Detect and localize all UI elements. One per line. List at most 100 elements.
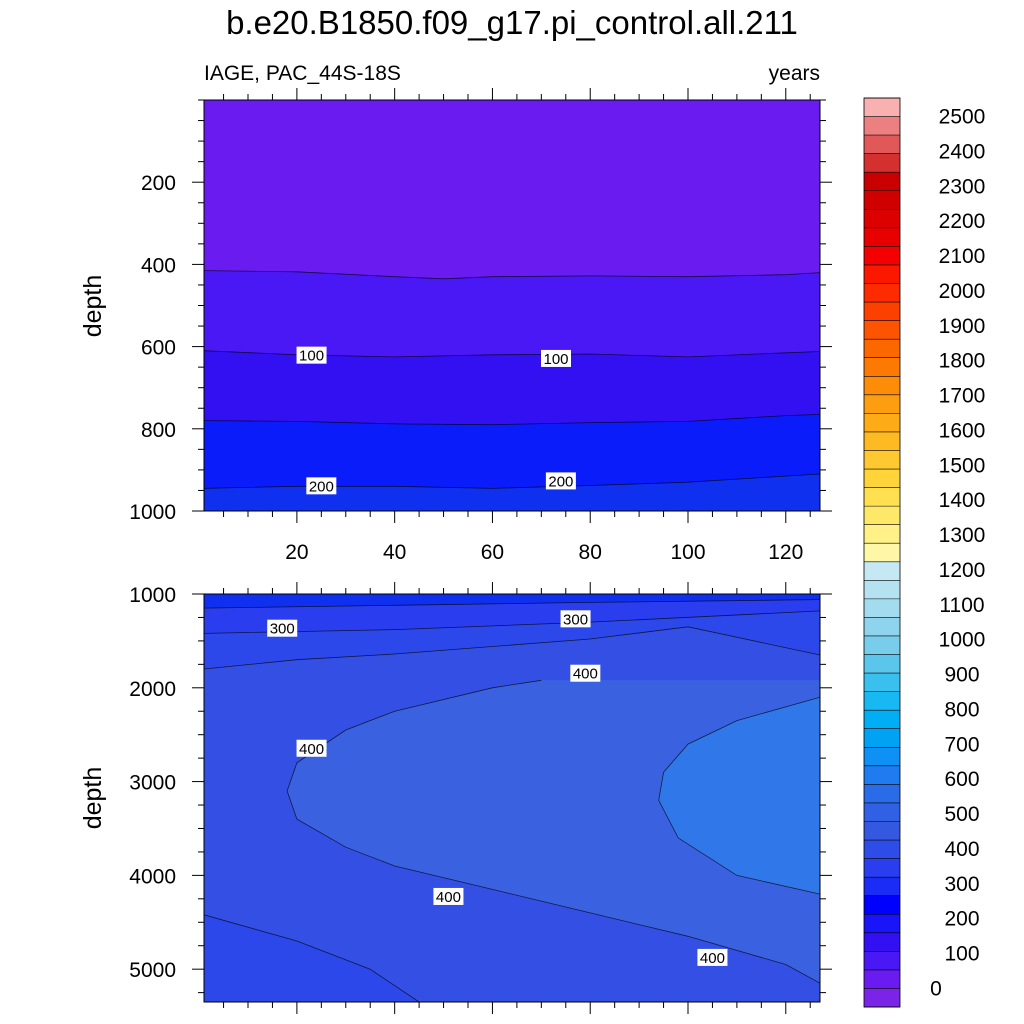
contour-line bbox=[204, 610, 820, 634]
contour-label: 200 bbox=[545, 472, 576, 490]
lower-contour-fills bbox=[204, 594, 820, 1002]
colorbar-segment bbox=[864, 524, 900, 544]
contour-label-text: 400 bbox=[573, 666, 598, 683]
colorbar-label: 2100 bbox=[939, 245, 986, 268]
colorbar-label: 1100 bbox=[939, 594, 984, 617]
colorbar-segment bbox=[864, 765, 900, 785]
upper-panel: 100 100 200 200 20 40 60 80 100 120 200 400 600 800 10… bbox=[129, 88, 832, 564]
colorbar-label: 1400 bbox=[939, 489, 986, 512]
y-tick-label: 400 bbox=[141, 254, 176, 277]
colorbar-segment bbox=[864, 673, 900, 692]
contour-label: 300 bbox=[267, 619, 298, 638]
contour-label-text: 100 bbox=[299, 348, 324, 365]
colorbar-segment bbox=[864, 932, 900, 952]
colorbar-segment bbox=[864, 172, 900, 192]
contour-label-box bbox=[570, 664, 601, 682]
x-tick-label: 80 bbox=[579, 541, 602, 564]
x-tick-label: 40 bbox=[383, 541, 406, 564]
colorbar-frame bbox=[863, 97, 901, 1008]
contour-label-text: 200 bbox=[548, 473, 573, 490]
colorbar-segment bbox=[864, 209, 900, 229]
colorbar-segment bbox=[864, 914, 900, 934]
contour-label-text: 200 bbox=[309, 478, 334, 495]
colorbar-segment bbox=[864, 339, 900, 359]
colorbar-segment bbox=[864, 840, 900, 859]
contour-label-box bbox=[697, 948, 728, 966]
contour-line bbox=[204, 414, 820, 426]
colorbar-segment bbox=[864, 598, 900, 618]
colorbar-segment bbox=[864, 561, 900, 581]
y-tick-label: 800 bbox=[141, 419, 176, 442]
colorbar-label: 1300 bbox=[939, 524, 986, 547]
contour-label-text: 300 bbox=[563, 611, 588, 628]
band-300-350-deep bbox=[204, 914, 420, 1002]
colorbar-segment bbox=[864, 635, 900, 655]
contour-label-text: 100 bbox=[543, 351, 568, 368]
contour-label-text: 400 bbox=[436, 889, 461, 906]
colorbar-segment bbox=[864, 246, 900, 266]
colorbar-segment bbox=[864, 357, 900, 377]
colorbar-segment bbox=[864, 969, 900, 989]
colorbar-label: 2300 bbox=[939, 175, 986, 198]
colorbar-segment bbox=[864, 988, 900, 1008]
colorbar-segment bbox=[864, 895, 900, 915]
colorbar-label: 700 bbox=[944, 733, 979, 756]
contour-line bbox=[286, 679, 820, 984]
colorbar-segment bbox=[864, 877, 900, 896]
contour-label-box bbox=[296, 739, 327, 757]
contour-label: 400 bbox=[296, 739, 327, 758]
colorbar-segment bbox=[864, 821, 900, 841]
colorbar-segment bbox=[864, 691, 900, 711]
colorbar-segment bbox=[864, 450, 900, 470]
contour-label: 300 bbox=[560, 610, 591, 628]
colorbar-segment bbox=[864, 264, 900, 284]
contour-label-text: 400 bbox=[700, 950, 725, 967]
colorbar-segment bbox=[864, 98, 900, 117]
colorbar-label: 2000 bbox=[939, 280, 986, 303]
colorbar-segment bbox=[864, 283, 900, 303]
colorbar-label: 400 bbox=[944, 838, 979, 861]
x-tick-label: 60 bbox=[481, 541, 504, 564]
contour-label-box bbox=[296, 346, 327, 364]
y-tick-label: 2000 bbox=[129, 678, 176, 701]
colorbar-segment bbox=[864, 802, 900, 822]
contour-line bbox=[658, 696, 820, 895]
y-tick-label: 4000 bbox=[129, 865, 176, 888]
contour-line bbox=[204, 270, 820, 280]
contour-line bbox=[204, 599, 820, 609]
colorbar-segment bbox=[864, 135, 900, 154]
contour-label: 400 bbox=[433, 887, 464, 906]
colorbar-segment bbox=[864, 469, 900, 488]
y-tick-label: 600 bbox=[141, 337, 176, 360]
colorbar-label: 1800 bbox=[939, 350, 986, 373]
contour-label-box bbox=[433, 887, 464, 905]
colorbar-label: 2400 bbox=[939, 140, 986, 163]
band-450-500 bbox=[658, 697, 820, 895]
colorbar-segment bbox=[864, 580, 900, 600]
colorbar-label: 1600 bbox=[939, 419, 986, 442]
colorbar-segment bbox=[864, 320, 900, 340]
colorbar-label: 300 bbox=[944, 873, 979, 896]
x-tick-label: 120 bbox=[768, 541, 803, 564]
colorbar-label: 1500 bbox=[939, 454, 986, 477]
colorbar-label: 1900 bbox=[939, 315, 986, 338]
colorbar-label: 600 bbox=[944, 768, 979, 791]
contour-label-box bbox=[541, 349, 571, 367]
colorbar-label: 1200 bbox=[939, 559, 986, 582]
units-label: years bbox=[768, 62, 820, 85]
contour-label-box bbox=[267, 619, 298, 637]
contour-label: 100 bbox=[541, 349, 571, 368]
y-tick-label: 1000 bbox=[129, 584, 176, 607]
x-tick-label: 20 bbox=[285, 541, 308, 564]
contour-label-box bbox=[545, 472, 576, 490]
contour-label: 200 bbox=[306, 477, 337, 495]
colorbar-label: 0 bbox=[930, 977, 942, 1000]
colorbar-label: 200 bbox=[944, 908, 979, 931]
colorbar-segment bbox=[864, 431, 900, 451]
contour-line bbox=[204, 626, 820, 670]
upper-y-axis-label: depth bbox=[79, 275, 107, 338]
lower-y-axis-label: depth bbox=[79, 767, 107, 830]
contour-label-box bbox=[306, 477, 337, 495]
